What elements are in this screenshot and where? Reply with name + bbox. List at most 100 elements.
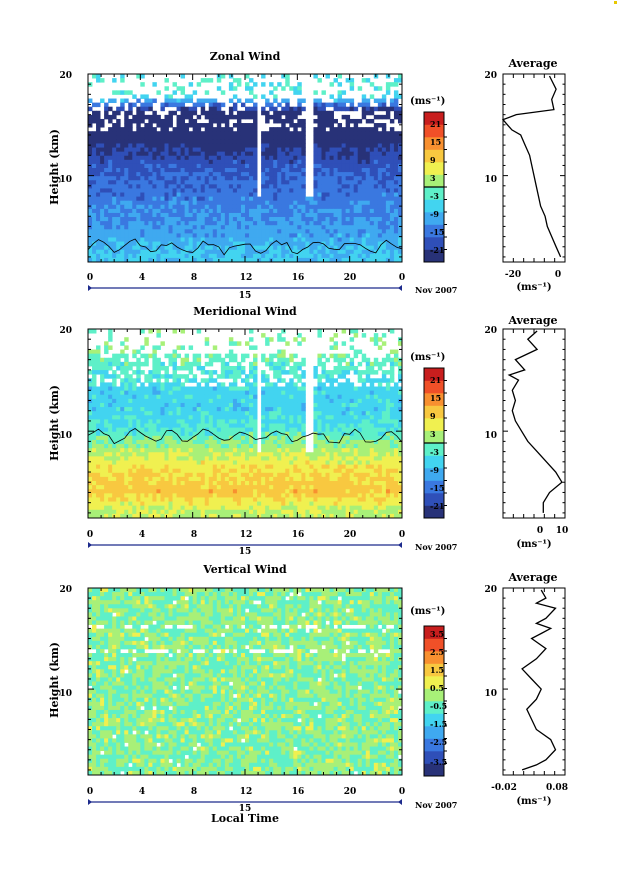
heatmap-cell <box>96 102 101 108</box>
heatmap-cell <box>216 394 222 400</box>
heatmap-cell <box>172 217 177 222</box>
heatmap-cell <box>281 155 286 161</box>
heatmap-cell <box>100 398 105 404</box>
heatmap-cell <box>369 419 375 424</box>
heatmap-cell <box>381 402 387 408</box>
heatmap-cell <box>369 415 375 420</box>
heatmap-cell <box>180 423 186 429</box>
heatmap-cell <box>265 155 270 161</box>
heatmap-cell <box>228 419 234 424</box>
heatmap-cell <box>381 427 387 433</box>
heatmap-cell <box>357 415 363 420</box>
heatmap-cell <box>204 208 210 214</box>
heatmap-cell <box>353 176 359 181</box>
heatmap-cell <box>212 249 218 255</box>
heatmap-cell <box>228 249 234 255</box>
heatmap-cell <box>228 208 234 214</box>
heatmap-cell <box>228 337 234 342</box>
heatmap-cell <box>184 257 190 263</box>
heatmap-cell <box>168 102 173 108</box>
heatmap-cell <box>216 143 222 148</box>
heatmap-cell <box>104 163 109 169</box>
heatmap-cell <box>373 415 379 420</box>
heatmap-cell <box>228 163 234 169</box>
heatmap-cell <box>132 118 137 124</box>
heatmap-cell <box>124 188 129 193</box>
heatmap-cell <box>365 249 371 255</box>
heatmap-cell <box>232 253 238 259</box>
heatmap-cell <box>369 365 375 371</box>
heatmap-cell <box>393 90 399 95</box>
heatmap-cell <box>297 110 302 116</box>
heatmap-cell <box>297 192 302 198</box>
heatmap-cell <box>389 176 395 181</box>
heatmap-cell <box>152 390 157 396</box>
heatmap-cell <box>317 221 322 226</box>
heatmap-cell <box>297 427 302 433</box>
heatmap-cell <box>333 341 338 346</box>
heatmap-cell <box>188 394 194 400</box>
heatmap-cell <box>88 253 93 259</box>
heatmap-cell <box>116 456 121 461</box>
heatmap-cell <box>265 439 270 445</box>
heatmap-cell <box>172 382 177 387</box>
heatmap-cell <box>293 176 298 181</box>
heatmap-cell <box>104 196 109 202</box>
heatmap-cell <box>369 411 375 416</box>
heatmap-cell <box>184 127 190 132</box>
heatmap-cell <box>361 233 367 238</box>
heatmap-cell <box>200 188 206 193</box>
heatmap-cell <box>245 123 250 128</box>
heatmap-cell <box>120 163 125 169</box>
heatmap-cell <box>228 127 234 132</box>
heatmap-cell <box>216 382 222 387</box>
heatmap-cell <box>192 456 198 461</box>
heatmap-cell <box>377 229 383 234</box>
heatmap-cell <box>188 345 194 350</box>
heatmap-cell <box>156 172 161 177</box>
heatmap-cell <box>385 427 391 433</box>
heatmap-cell <box>196 139 202 144</box>
heatmap-cell <box>156 225 161 230</box>
heatmap-cell <box>385 402 391 408</box>
heatmap-cell <box>156 217 161 222</box>
heatmap-cell <box>212 237 218 242</box>
heatmap-cell <box>96 386 101 392</box>
heatmap-cell <box>261 402 266 408</box>
heatmap-cell <box>192 398 198 404</box>
heatmap-cell <box>393 431 399 437</box>
heatmap-cell <box>152 114 157 120</box>
heatmap-cell <box>228 456 234 461</box>
heatmap-cell <box>176 98 181 104</box>
heatmap-cell <box>120 212 125 218</box>
heatmap-cell <box>349 200 355 206</box>
heatmap-cell <box>184 229 190 234</box>
heatmap-cell <box>100 168 105 173</box>
heatmap-cell <box>397 163 403 169</box>
heatmap-cell <box>261 407 266 412</box>
heatmap-cell <box>208 225 214 230</box>
heatmap-cell <box>188 106 194 112</box>
heatmap-cell <box>196 419 202 424</box>
heatmap-cell <box>108 365 113 371</box>
heatmap-cell <box>377 180 383 185</box>
heatmap-cell <box>349 212 355 218</box>
heatmap-cell <box>353 249 359 255</box>
heatmap-cell <box>269 439 274 445</box>
heatmap-cell <box>341 192 347 198</box>
heatmap-cell <box>337 435 343 441</box>
heatmap-cell <box>196 386 202 392</box>
heatmap-cell <box>385 245 391 251</box>
heatmap-cell <box>313 402 318 408</box>
heatmap-cell <box>389 448 395 453</box>
heatmap-cell <box>341 407 347 412</box>
heatmap-cell <box>265 357 270 363</box>
heatmap-cell <box>136 365 141 371</box>
heatmap-cell <box>385 448 391 453</box>
heatmap-cell <box>228 431 234 437</box>
heatmap-cell <box>265 378 270 383</box>
heatmap-cell <box>377 423 383 429</box>
heatmap-cell <box>240 365 246 371</box>
heatmap-cell <box>176 217 181 222</box>
heatmap-cell <box>92 398 97 404</box>
